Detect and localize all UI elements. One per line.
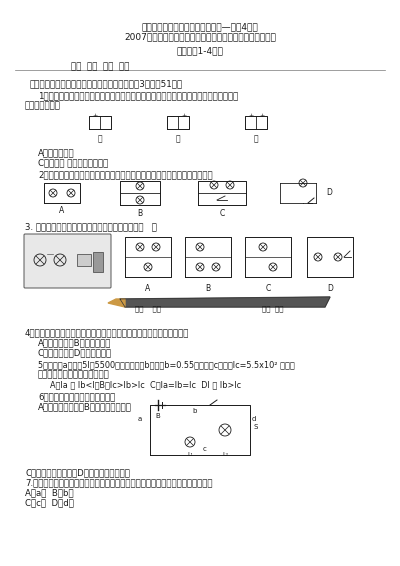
Text: +: + xyxy=(259,113,264,118)
Text: 2007学年《科学》八年级上学生学习自测单元练习（十二）: 2007学年《科学》八年级上学生学习自测单元练习（十二） xyxy=(124,32,276,41)
Text: L₂: L₂ xyxy=(222,452,228,457)
Text: 6．科学上规定的电流方向为（）: 6．科学上规定的电流方向为（） xyxy=(38,392,115,401)
Text: b: b xyxy=(193,408,197,414)
Text: B: B xyxy=(206,284,210,293)
Text: C．c处  D．d处: C．c处 D．d处 xyxy=(25,498,74,507)
Text: C．木材、金属D．石墨、橡皮: C．木材、金属D．石墨、橡皮 xyxy=(38,348,112,357)
FancyBboxPatch shape xyxy=(24,234,111,288)
Text: +: + xyxy=(92,113,97,118)
Text: L₁: L₁ xyxy=(187,452,193,457)
Text: 班级  学号  姓名  成绩: 班级 学号 姓名 成绩 xyxy=(71,62,129,71)
Text: 《科学》八年级单元练习（十二）—（共4页）: 《科学》八年级单元练习（十二）—（共4页） xyxy=(142,22,258,31)
Text: c: c xyxy=(203,446,207,452)
Text: 丙: 丙 xyxy=(254,134,258,143)
Text: C: C xyxy=(219,209,225,218)
Text: 4．如图中标出了削或铅笔的几种材料，通常条件下属于绝缘体的是（）: 4．如图中标出了削或铅笔的几种材料，通常条件下属于绝缘体的是（） xyxy=(25,328,189,337)
Text: D: D xyxy=(327,284,333,293)
Bar xyxy=(93,252,103,272)
Text: 石墨    木材: 石墨 木材 xyxy=(135,305,161,312)
Text: 1．下图是装有两节干电池的手电筒的结构示意图，要使手电筒正常工作，两节干电池放: 1．下图是装有两节干电池的手电筒的结构示意图，要使手电筒正常工作，两节干电池放 xyxy=(38,91,238,100)
Text: 金属  橡皮: 金属 橡皮 xyxy=(262,305,284,312)
Text: d: d xyxy=(252,416,256,422)
Text: 2．在下图所示的各电路中，两个灯泡属于并联且由一个开关来控制的是（）: 2．在下图所示的各电路中，两个灯泡属于并联且由一个开关来控制的是（） xyxy=(38,170,213,179)
Text: C．图丙或 图乙、图丙都可以: C．图丙或 图乙、图丙都可以 xyxy=(38,158,108,167)
Text: +: + xyxy=(181,113,186,118)
Text: A．a处  B．b处: A．a处 B．b处 xyxy=(25,488,74,497)
Text: 甲: 甲 xyxy=(98,134,102,143)
Text: +: + xyxy=(248,113,253,118)
Text: C．负电荷移动的方向D．正电荷移动的方向: C．负电荷移动的方向D．正电荷移动的方向 xyxy=(25,468,130,477)
Text: −: − xyxy=(170,113,175,118)
Text: A．Ia ＝ Ib<I、B．Ic>Ib>Ic  C．Ia=Ib=Ic  DI ＝ Ib>Ic: A．Ia ＝ Ib<I、B．Ic>Ib>Ic C．Ia=Ib=Ic DI ＝ I… xyxy=(50,380,241,389)
Text: A: A xyxy=(59,206,65,215)
Text: A: A xyxy=(145,284,151,293)
Text: 比较三个电流大小正确的是（）: 比较三个电流大小正确的是（） xyxy=(38,370,110,379)
Text: B: B xyxy=(155,413,160,419)
Text: B: B xyxy=(138,209,142,218)
Polygon shape xyxy=(120,297,330,307)
Text: A．图甲、图乙: A．图甲、图乙 xyxy=(38,148,75,157)
Bar xyxy=(77,254,91,266)
Text: 7.如有图所示的电路中，若测量通过灯泡的电流，应把电流表串联在电路中的（）: 7.如有图所示的电路中，若测量通过灯泡的电流，应把电流表串联在电路中的（） xyxy=(25,478,212,487)
Text: （第四章1-4节）: （第四章1-4节） xyxy=(176,46,224,55)
Text: 5．流过灯a的电流5I＝5500毫安，流过灯b的电流b=0.55安，流过c的电流Ic=5.5x10² 微安，: 5．流过灯a的电流5I＝5500毫安，流过灯b的电流b=0.55安，流过c的电流… xyxy=(38,360,295,369)
Text: −: − xyxy=(103,113,108,118)
Text: 乙: 乙 xyxy=(176,134,180,143)
Text: 3. 如图的两个电路中与九边实物图对应的电路是（   ）: 3. 如图的两个电路中与九边实物图对应的电路是（ ） xyxy=(25,222,157,231)
Text: D: D xyxy=(326,188,332,197)
Text: S: S xyxy=(253,424,257,430)
Text: 一、选择题（每小题只有一个正确答案，每小题3分，共51分）: 一、选择题（每小题只有一个正确答案，每小题3分，共51分） xyxy=(30,79,183,88)
Text: A．电荷运动的方向B．电子运动的方向: A．电荷运动的方向B．电子运动的方向 xyxy=(38,402,132,411)
Text: a: a xyxy=(138,416,142,422)
Polygon shape xyxy=(108,299,125,307)
Text: 置正确的是（）: 置正确的是（） xyxy=(25,101,61,110)
Text: A．木材、橡皮B．石墨、金属: A．木材、橡皮B．石墨、金属 xyxy=(38,338,111,347)
Text: C: C xyxy=(265,284,271,293)
